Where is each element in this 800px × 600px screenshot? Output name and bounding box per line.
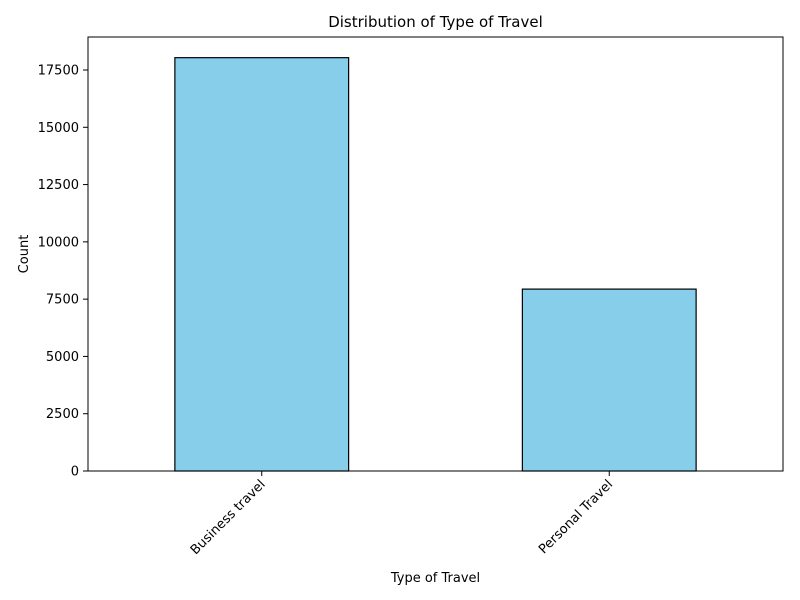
x-tick-label-1: Personal Travel — [536, 477, 616, 557]
x-axis-label: Type of Travel — [390, 571, 480, 586]
chart-title: Distribution of Type of Travel — [328, 13, 543, 31]
plot-area: Business travel Personal Travel 0 2500 5000 7… — [38, 36, 784, 558]
y-tick-label-6: 15000 — [38, 121, 79, 136]
bar-0 — [174, 57, 350, 472]
y-tick-label-7: 17500 — [38, 63, 79, 78]
y-tick-label-0: 0 — [71, 465, 79, 480]
y-axis-label: Count — [17, 235, 32, 274]
axes-frame — [87, 36, 784, 472]
y-tick-label-4: 10000 — [38, 235, 79, 250]
y-tick-label-5: 12500 — [38, 178, 79, 193]
x-tick-label-0: Business travel — [188, 477, 269, 558]
y-tick-label-3: 7500 — [46, 293, 79, 308]
y-tick-label-2: 5000 — [46, 350, 79, 365]
bar-1 — [521, 288, 697, 472]
y-tick-label-1: 2500 — [46, 407, 79, 422]
